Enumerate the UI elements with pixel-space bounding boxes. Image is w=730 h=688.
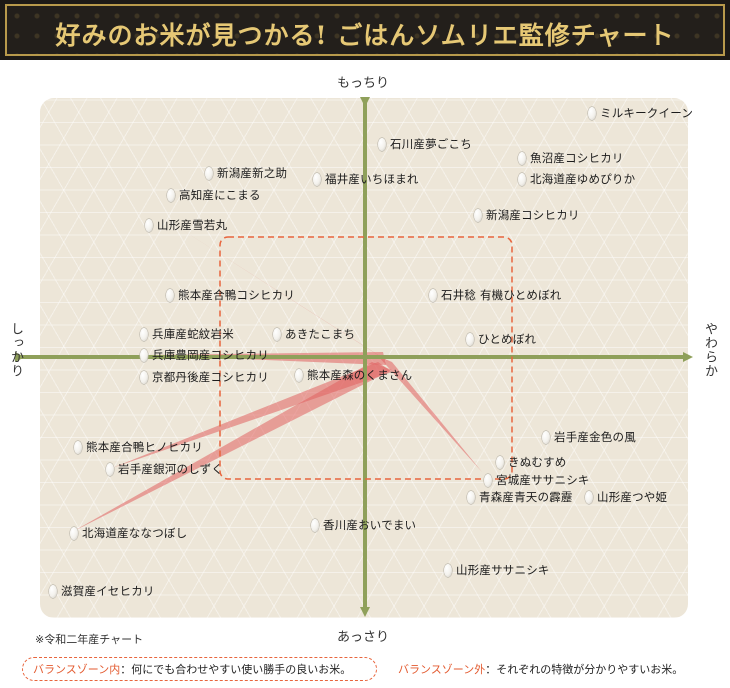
rice-item: 山形産雪若丸 <box>145 216 227 234</box>
rice-grain-icon <box>295 368 303 382</box>
rice-item: 熊本産合鴨コシヒカリ <box>166 286 295 304</box>
rice-grain-icon <box>484 473 492 487</box>
rice-grain-icon <box>518 172 526 186</box>
rice-item: あきたこまち <box>273 325 355 343</box>
legend-balance-zone-inside: バランスゾーン内 ：何にでも合わせやすい使い勝手の良いお米。 <box>22 657 377 681</box>
rice-item: 石川産夢ごこち <box>378 135 472 153</box>
rice-item: 熊本産森のくまさん <box>295 366 412 384</box>
rice-item: 滋賀産イセヒカリ <box>49 582 155 600</box>
beam-iwate-ginga <box>112 362 392 468</box>
rice-grain-icon <box>140 348 148 362</box>
legend-inside-text: ：何にでも合わせやすい使い勝手の良いお米。 <box>120 663 352 676</box>
rice-item: 青森産青天の霹靂 <box>467 488 573 506</box>
rice-item: 魚沼産コシヒカリ <box>518 149 624 167</box>
axis-label-top: もっちり <box>337 76 390 91</box>
rice-grain-icon <box>518 151 526 165</box>
axis-label-bottom: あっさり <box>337 630 390 645</box>
beam-miyagi-sasanishiki <box>378 356 482 472</box>
rice-grain-icon <box>378 137 386 151</box>
rice-item: 香川産おいでまい <box>311 516 416 534</box>
rice-grain-icon <box>496 455 504 469</box>
rice-grain-icon <box>313 172 321 186</box>
rice-item: ミルキークイーン <box>588 104 693 122</box>
rice-grain-icon <box>466 332 474 346</box>
rice-item: 熊本産合鴨ヒノヒカリ <box>74 438 203 456</box>
beam-yamagata-yukiwakamaru <box>170 222 392 364</box>
rice-item: 兵庫豊岡産コシヒカリ <box>140 346 269 364</box>
rice-item: 新潟産新之助 <box>205 164 287 182</box>
rice-grain-icon <box>205 166 213 180</box>
legend-outside-text: ：それぞれの特徴が分かりやすいお米。 <box>485 663 684 676</box>
axis-label-right: やわらか <box>702 322 717 378</box>
rice-grain-icon <box>167 188 175 202</box>
rice-grain-icon <box>70 526 78 540</box>
rice-grain-icon <box>542 430 550 444</box>
rice-item: 福井産いちほまれ <box>313 170 419 188</box>
rice-grain-icon <box>273 327 281 341</box>
legend-balance-zone-outside: バランスゾーン外 ：それぞれの特徴が分かりやすいお米。 <box>398 657 683 681</box>
title-banner-frame: 好みのお米が見つかる! ごはんソムリエ監修チャート <box>5 4 725 56</box>
rice-item: 兵庫産蛇紋岩米 <box>140 325 234 343</box>
title-banner: 好みのお米が見つかる! ごはんソムリエ監修チャート <box>0 0 730 60</box>
rice-item: 宮城産ササニシキ <box>484 471 590 489</box>
balance-beams <box>72 222 482 532</box>
rice-item: 高知産にこまる <box>167 186 261 204</box>
rice-grain-icon <box>106 462 114 476</box>
axis-label-left: しっかり <box>8 322 23 378</box>
rice-item: 北海道産ななつぼし <box>70 524 187 542</box>
rice-grain-icon <box>49 584 57 598</box>
rice-item: 京都丹後産コシヒカリ <box>140 368 269 386</box>
rice-item: 北海道産ゆめぴりか <box>518 170 635 188</box>
rice-grain-icon <box>585 490 593 504</box>
rice-item: きぬむすめ <box>496 453 567 471</box>
rice-grain-icon <box>140 327 148 341</box>
rice-grain-icon <box>444 563 452 577</box>
rice-item: 山形産ササニシキ <box>444 561 550 579</box>
rice-grain-icon <box>467 490 475 504</box>
rice-item: 岩手産金色の風 <box>542 428 636 446</box>
rice-grain-icon <box>311 518 319 532</box>
legend-inside-key: バランスゾーン内 <box>33 663 121 676</box>
beam-hokkaido-nanatsuboshi <box>72 362 392 532</box>
footnote: ※令和二年産チャート <box>35 633 144 646</box>
rice-item: 新潟産コシヒカリ <box>474 206 580 224</box>
rice-item: ひとめぼれ <box>466 330 536 348</box>
rice-grain-icon <box>166 288 174 302</box>
rice-item: 石井稔 有機ひとめぼれ <box>429 286 562 304</box>
balance-zone <box>219 236 513 480</box>
rice-item: 山形産つや姫 <box>585 488 667 506</box>
page-title: 好みのお米が見つかる! ごはんソムリエ監修チャート <box>55 21 675 50</box>
rice-grain-icon <box>74 440 82 454</box>
rice-grain-icon <box>140 370 148 384</box>
rice-item: 岩手産銀河のしずく <box>106 460 223 478</box>
rice-grain-icon <box>145 218 153 232</box>
legend-outside-key: バランスゾーン外 <box>398 663 486 676</box>
rice-grain-icon <box>474 208 482 222</box>
rice-grain-icon <box>588 106 596 120</box>
rice-grain-icon <box>429 288 437 302</box>
